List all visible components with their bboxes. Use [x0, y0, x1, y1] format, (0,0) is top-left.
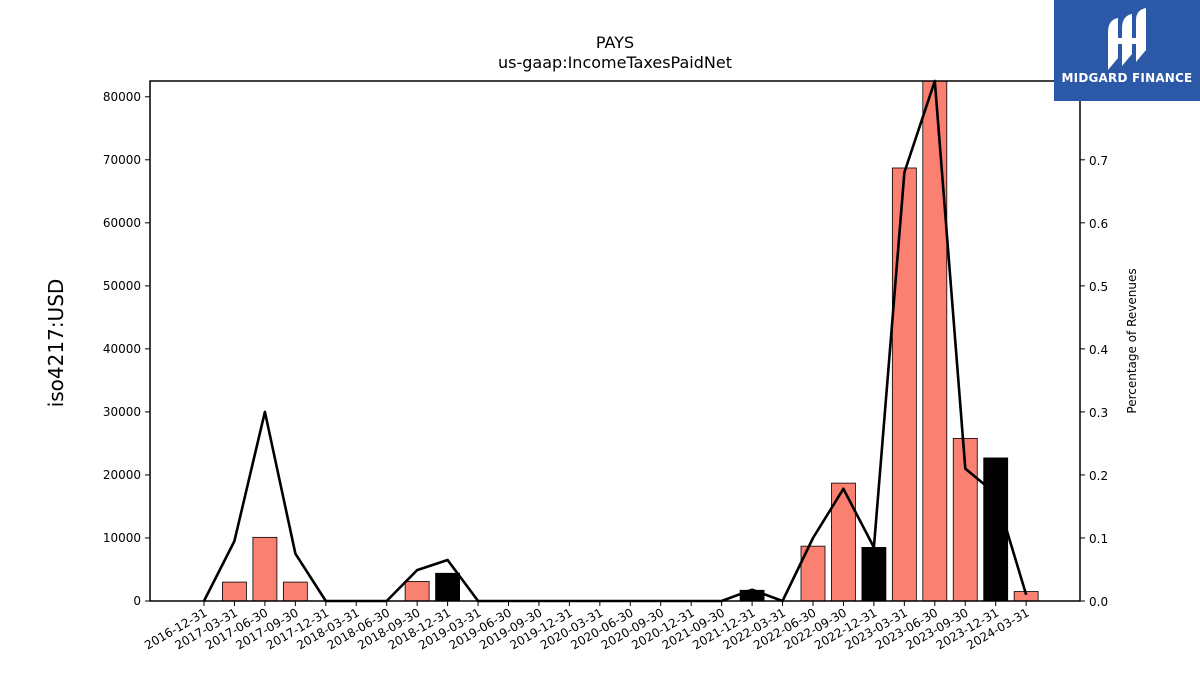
- y-tick-label-left: 60000: [103, 216, 141, 230]
- y-tick-label-right: 0.2: [1089, 469, 1108, 483]
- y-tick-label-left: 10000: [103, 531, 141, 545]
- bar-2017-09-30: [282, 581, 308, 602]
- brand-mark-icon: [1108, 8, 1146, 70]
- bar-2023-06-30: [922, 80, 948, 602]
- y-tick-label-left: 70000: [103, 153, 141, 167]
- y-tick-label-left: 80000: [103, 90, 141, 104]
- brand-logo: MIDGARD FINANCE: [1054, 0, 1200, 101]
- chart-title: PAYS: [596, 33, 634, 52]
- y-tick-label-left: 20000: [103, 468, 141, 482]
- bar-2018-12-31: [435, 572, 461, 602]
- y-axis-label-left: iso4217:USD: [44, 279, 68, 408]
- plot-frame: [149, 80, 1081, 602]
- y-axis-label-right: Percentage of Revenues: [1125, 268, 1139, 413]
- bar-2017-06-30: [252, 536, 278, 602]
- y-tick-label-left: 50000: [103, 279, 141, 293]
- chart-subtitle: us-gaap:IncomeTaxesPaidNet: [498, 53, 732, 72]
- bar-2018-09-30: [404, 581, 430, 602]
- y-tick-label-right: 0.1: [1089, 532, 1108, 546]
- y-axis-right: 0.0 0.1 0.2 0.3 0.4 0.5 0.6 0.7: [1080, 154, 1108, 609]
- brand-name: MIDGARD FINANCE: [1061, 71, 1193, 85]
- y-tick-label-right: 0.6: [1089, 217, 1108, 231]
- x-axis: 2016-12-312017-03-312017-06-302017-09-30…: [142, 601, 1032, 652]
- bar-2017-03-31: [222, 581, 247, 602]
- bar-2023-03-31: [891, 167, 917, 602]
- y-tick-label-left: 0: [133, 594, 141, 608]
- bar-2022-12-31: [861, 547, 887, 602]
- y-tick-label-left: 40000: [103, 342, 141, 356]
- y-tick-label-right: 0.3: [1089, 406, 1108, 420]
- y-tick-label-right: 0.7: [1089, 154, 1108, 168]
- y-tick-label-left: 30000: [103, 405, 141, 419]
- y-tick-label-right: 0.4: [1089, 343, 1108, 357]
- bar-2023-12-31: [983, 457, 1009, 602]
- bars-layer: [222, 80, 1039, 602]
- y-axis-left: 0 10000 20000 30000 40000 50000 60000 70000 8000…: [103, 90, 150, 608]
- y-tick-label-right: 0.0: [1089, 595, 1108, 609]
- y-tick-label-right: 0.5: [1089, 280, 1108, 294]
